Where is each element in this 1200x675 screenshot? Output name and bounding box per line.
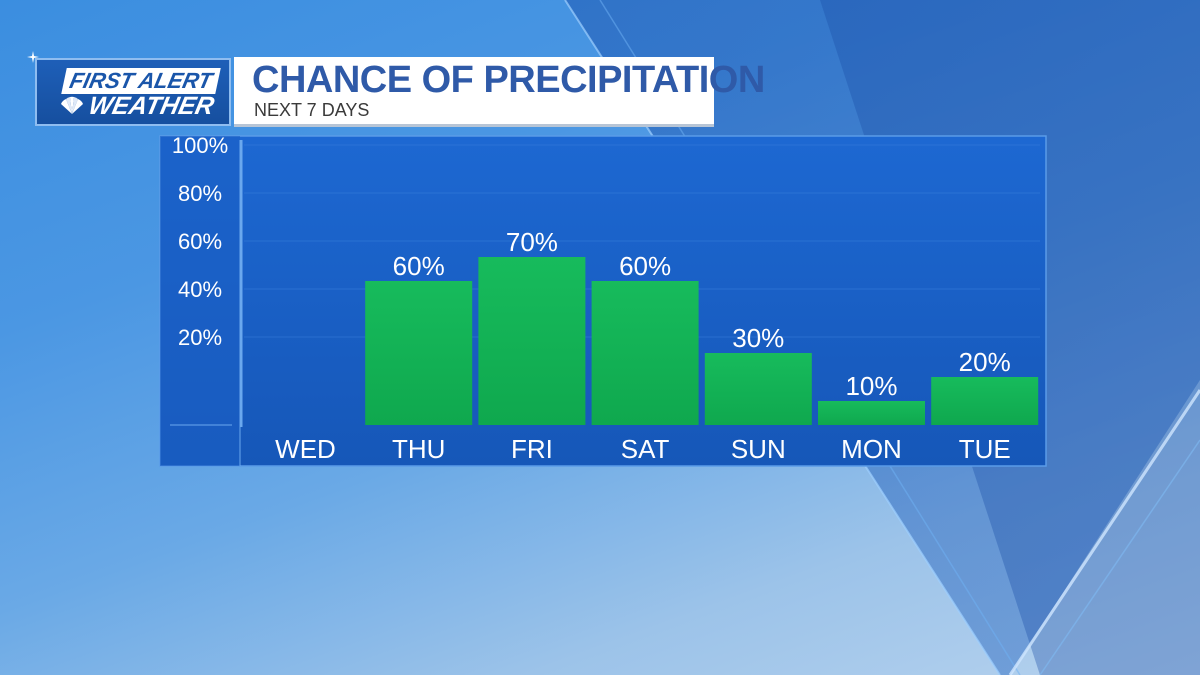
value-label-fri: 70% [506,227,558,257]
value-label-sun: 30% [732,323,784,353]
title-panel: CHANCE OF PRECIPITATION NEXT 7 DAYS [234,57,765,127]
category-labels: WED THU FRI SAT SUN MON TUE [275,434,1011,464]
bar-mon [818,401,925,425]
chart-subtitle: NEXT 7 DAYS [254,100,370,120]
y-tick-label: 80% [178,181,222,206]
y-tick-label: 60% [178,229,222,254]
value-label-thu: 60% [393,251,445,281]
category-label-sat: SAT [621,434,670,464]
y-axis-strip [160,136,240,466]
category-label-sun: SUN [731,434,786,464]
category-label-thu: THU [392,434,445,464]
bar-sun [704,353,812,425]
bar-fri [478,257,586,425]
category-label-wed: WED [275,434,336,464]
y-tick-label: 100% [172,133,228,158]
bar-tue [931,377,1039,425]
first-alert-weather-logo: FIRST ALERT WEATHER [35,58,231,126]
y-tick-label: 20% [178,325,222,350]
sparkle-icon [27,51,39,63]
value-labels: 60% 70% 60% 30% 10% 20% [393,227,1011,401]
value-label-mon: 10% [845,371,897,401]
y-tick-label: 40% [178,277,222,302]
bar-thu [365,281,473,425]
y-tick-labels: 20% 40% 60% 80% 100% [172,133,228,350]
value-label-sat: 60% [619,251,671,281]
chart-title: CHANCE OF PRECIPITATION [252,59,765,101]
bar-sat [591,281,699,425]
category-label-fri: FRI [511,434,553,464]
peacock-icon [61,96,83,114]
bars [365,257,1039,425]
category-label-mon: MON [841,434,902,464]
category-label-tue: TUE [959,434,1011,464]
value-label-tue: 20% [959,347,1011,377]
